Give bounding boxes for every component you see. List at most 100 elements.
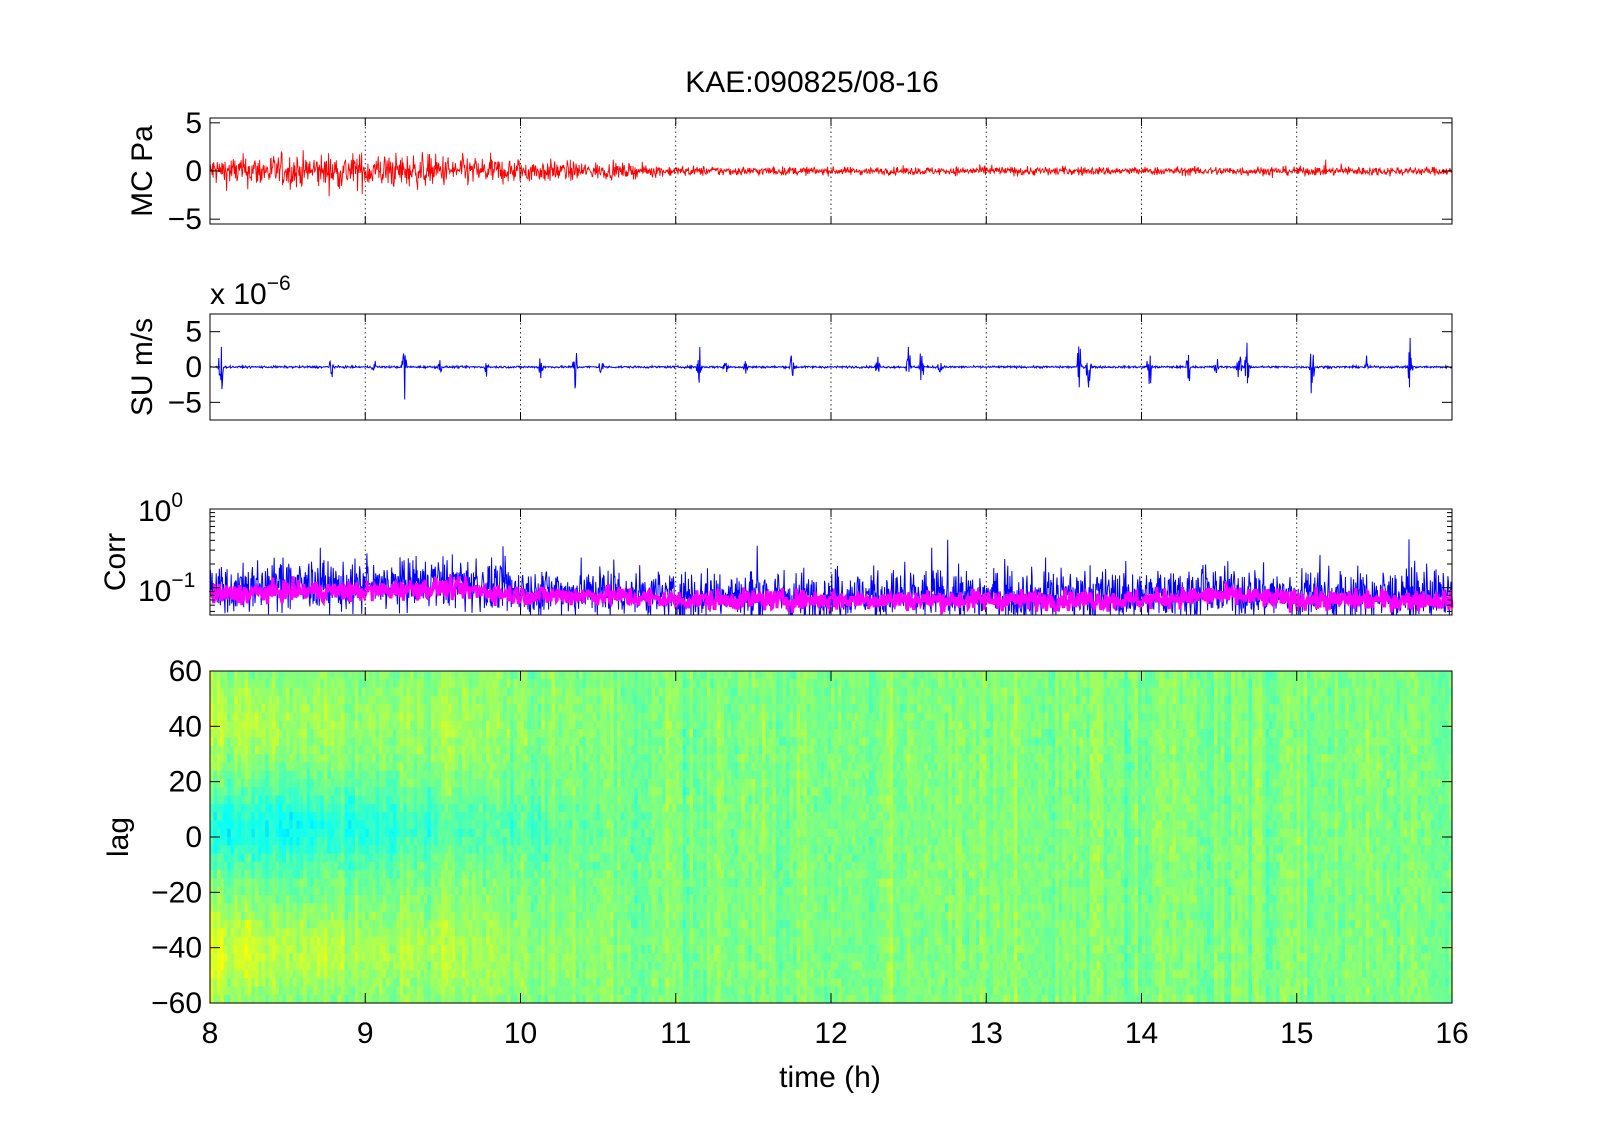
heatmap-cell xyxy=(272,695,277,705)
heatmap-cell xyxy=(379,762,384,772)
heatmap-cell xyxy=(361,978,366,987)
heatmap-cell xyxy=(589,953,594,963)
heatmap-cell xyxy=(555,671,560,680)
heatmap-cell xyxy=(568,803,573,813)
heatmap-cell xyxy=(461,729,466,738)
heatmap-cell xyxy=(544,679,549,689)
heatmap-cell xyxy=(213,679,218,689)
heatmap-cell xyxy=(306,695,311,705)
heatmap-cell xyxy=(572,754,577,763)
heatmap-cell xyxy=(592,969,597,979)
heatmap-cell xyxy=(582,936,587,946)
heatmap-cell xyxy=(479,820,484,830)
heatmap-cell xyxy=(241,969,246,979)
heatmap-cell xyxy=(575,853,580,863)
heatmap-cell xyxy=(354,944,359,954)
heatmap-cell xyxy=(530,953,535,963)
heatmap-cell xyxy=(292,778,297,788)
heatmap-cell xyxy=(268,870,273,880)
heatmap-cell xyxy=(555,911,560,921)
heatmap-cell xyxy=(565,820,570,830)
heatmap-cell xyxy=(482,969,487,979)
heatmap-cell xyxy=(548,895,553,904)
heatmap-cell xyxy=(361,920,366,929)
heatmap-cell xyxy=(279,978,284,987)
heatmap-cell xyxy=(613,704,618,714)
heatmap-cell xyxy=(396,729,401,738)
heatmap-cell xyxy=(620,837,625,846)
heatmap-cell xyxy=(610,903,615,913)
heatmap-cell xyxy=(337,936,342,946)
heatmap-cell xyxy=(361,778,366,788)
heatmap-cell xyxy=(337,870,342,880)
heatmap-cell xyxy=(434,978,439,987)
heatmap-cell xyxy=(323,720,328,730)
heatmap-cell xyxy=(479,803,484,813)
heatmap-cell xyxy=(617,961,622,971)
heatmap-cell xyxy=(423,671,428,680)
heatmap-cell xyxy=(427,986,432,996)
heatmap-cell xyxy=(617,870,622,880)
heatmap-cell xyxy=(334,754,339,763)
heatmap-cell xyxy=(289,737,294,747)
heatmap-cell xyxy=(489,754,494,763)
heatmap-cell xyxy=(392,803,397,813)
heatmap-cell xyxy=(210,687,215,697)
heatmap-cell xyxy=(361,787,366,797)
heatmap-cell xyxy=(330,812,335,821)
heatmap-cell xyxy=(461,754,466,763)
heatmap-cell xyxy=(234,762,239,772)
heatmap-cell xyxy=(313,911,318,921)
heatmap-cell xyxy=(541,679,546,689)
heatmap-cell xyxy=(527,969,532,979)
heatmap-cell xyxy=(237,729,242,738)
heatmap-cell xyxy=(334,787,339,797)
heatmap-cell xyxy=(579,878,584,888)
heatmap-cell xyxy=(251,828,256,838)
heatmap-cell xyxy=(420,936,425,946)
heatmap-cell xyxy=(213,903,218,913)
heatmap-cell xyxy=(354,861,359,871)
heatmap-cell xyxy=(551,712,556,722)
heatmap-cell xyxy=(544,828,549,838)
heatmap-cell xyxy=(382,803,387,813)
heatmap-cell xyxy=(465,994,470,1004)
heatmap-cell xyxy=(441,944,446,954)
heatmap-cell xyxy=(268,845,273,855)
heatmap-cell xyxy=(458,704,463,714)
heatmap-cell xyxy=(461,961,466,971)
heatmap-cell xyxy=(589,845,594,855)
heatmap-cell xyxy=(372,928,377,938)
heatmap-cell xyxy=(323,928,328,938)
heatmap-cell xyxy=(354,870,359,880)
heatmap-cell xyxy=(499,745,504,755)
heatmap-cell xyxy=(496,778,501,788)
heatmap-cell xyxy=(285,928,290,938)
heatmap-cell xyxy=(254,895,259,904)
heatmap-cell xyxy=(513,886,518,896)
heatmap-cell xyxy=(237,687,242,697)
heatmap-cell xyxy=(537,770,542,780)
heatmap-cell xyxy=(448,903,453,913)
heatmap-cell xyxy=(316,745,321,755)
heatmap-cell xyxy=(530,704,535,714)
heatmap-cell xyxy=(434,886,439,896)
heatmap-cell xyxy=(254,704,259,714)
heatmap-cell xyxy=(389,936,394,946)
heatmap-cell xyxy=(313,870,318,880)
heatmap-cell xyxy=(434,994,439,1004)
heatmap-cell xyxy=(268,812,273,821)
heatmap-cell xyxy=(348,845,353,855)
heatmap-cell xyxy=(392,994,397,1004)
heatmap-cell xyxy=(247,944,252,954)
heatmap-cell xyxy=(458,778,463,788)
heatmap-cell xyxy=(592,994,597,1004)
heatmap-cell xyxy=(382,920,387,929)
heatmap-cell xyxy=(555,737,560,747)
heatmap-cell xyxy=(510,986,515,996)
heatmap-cell xyxy=(423,920,428,929)
heatmap-cell xyxy=(448,671,453,680)
heatmap-cell xyxy=(372,812,377,821)
heatmap-cell xyxy=(410,820,415,830)
heatmap-cell xyxy=(565,762,570,772)
